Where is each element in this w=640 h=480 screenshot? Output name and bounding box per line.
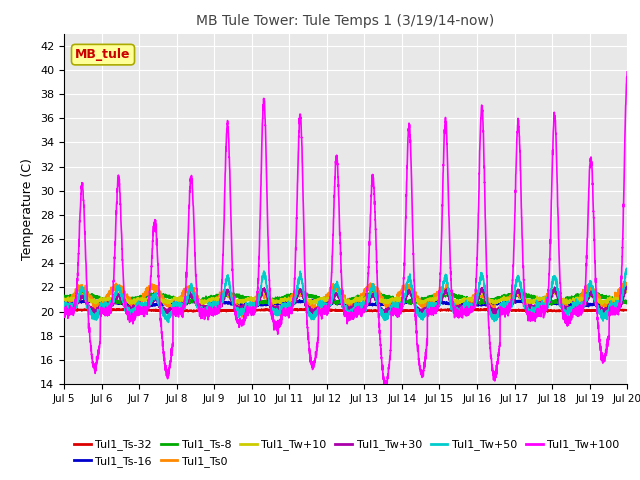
Tul1_Tw+100	[623, 69, 631, 75]
Line: Tul1_Tw+10: Tul1_Tw+10	[64, 288, 627, 304]
Tul1_Tw+50	[523, 307, 531, 313]
Tul1_Tw+30	[491, 311, 499, 317]
Tul1_Tw+30	[574, 299, 582, 305]
Tul1_Tw+30	[623, 284, 631, 289]
Line: Tul1_Ts-8: Tul1_Ts-8	[64, 291, 627, 305]
Tul1_Ts-8	[623, 300, 631, 305]
Tul1_Ts-32	[574, 308, 582, 314]
Tul1_Ts-16	[464, 302, 472, 308]
Tul1_Tw+10	[464, 297, 472, 302]
Tul1_Tw+50	[103, 303, 111, 309]
Tul1_Ts0	[623, 283, 631, 288]
Tul1_Ts-8	[60, 296, 68, 302]
Tul1_Tw+10	[230, 296, 237, 301]
Tul1_Ts-16	[523, 298, 531, 303]
Tul1_Ts-16	[623, 299, 631, 305]
Line: Tul1_Ts0: Tul1_Ts0	[64, 283, 627, 317]
Tul1_Ts-32	[230, 308, 237, 313]
Tul1_Tw+50	[464, 301, 472, 307]
Tul1_Ts-32	[383, 309, 390, 315]
Tul1_Ts-32	[464, 307, 472, 313]
Line: Tul1_Ts-32: Tul1_Ts-32	[64, 309, 627, 312]
Tul1_Ts-32	[103, 308, 111, 313]
Tul1_Tw+100	[464, 307, 472, 312]
Tul1_Tw+10	[623, 286, 631, 291]
Tul1_Tw+30	[230, 301, 237, 307]
Tul1_Ts-8	[103, 296, 111, 302]
Line: Tul1_Tw+50: Tul1_Tw+50	[64, 268, 627, 323]
Tul1_Ts-16	[103, 300, 111, 305]
Line: Tul1_Tw+100: Tul1_Tw+100	[64, 72, 627, 384]
Tul1_Ts0	[464, 301, 472, 307]
Tul1_Tw+50	[164, 320, 172, 325]
Legend: Tul1_Ts-32, Tul1_Ts-16, Tul1_Ts-8, Tul1_Ts0, Tul1_Tw+10, Tul1_Tw+30, Tul1_Tw+50,: Tul1_Ts-32, Tul1_Ts-16, Tul1_Ts-8, Tul1_…	[70, 435, 624, 471]
Tul1_Tw+10	[307, 301, 315, 307]
Tul1_Ts-8	[464, 296, 472, 302]
Tul1_Ts-32	[60, 308, 68, 313]
Tul1_Tw+10	[523, 300, 531, 306]
Tul1_Tw+50	[209, 305, 217, 311]
Tul1_Tw+100	[103, 305, 111, 311]
Tul1_Ts-8	[230, 293, 237, 299]
Tul1_Ts-8	[209, 293, 217, 299]
Tul1_Tw+100	[574, 310, 582, 315]
Tul1_Tw+10	[209, 297, 217, 303]
Tul1_Tw+50	[574, 306, 582, 312]
Tul1_Ts-32	[623, 307, 631, 313]
Tul1_Tw+50	[623, 268, 631, 274]
Line: Tul1_Ts-16: Tul1_Ts-16	[64, 300, 627, 307]
Tul1_Ts-16	[60, 299, 68, 305]
Tul1_Ts-16	[230, 301, 237, 307]
Tul1_Tw+30	[209, 302, 217, 308]
Tul1_Ts0	[574, 295, 582, 300]
Tul1_Tw+100	[209, 311, 217, 317]
Text: MB_tule: MB_tule	[76, 48, 131, 61]
Tul1_Ts0	[622, 280, 630, 286]
Tul1_Tw+30	[464, 302, 472, 308]
Tul1_Ts-16	[574, 302, 582, 308]
Tul1_Ts-8	[548, 302, 556, 308]
Tul1_Ts-32	[523, 308, 531, 313]
Tul1_Ts0	[230, 295, 237, 301]
Tul1_Tw+30	[523, 305, 531, 311]
Y-axis label: Temperature (C): Temperature (C)	[22, 158, 35, 260]
Tul1_Ts0	[523, 300, 531, 306]
Title: MB Tule Tower: Tule Temps 1 (3/19/14-now): MB Tule Tower: Tule Temps 1 (3/19/14-now…	[196, 14, 495, 28]
Tul1_Ts-8	[369, 288, 376, 294]
Tul1_Tw+100	[523, 309, 531, 314]
Tul1_Ts0	[60, 304, 68, 310]
Tul1_Tw+10	[574, 296, 582, 301]
Tul1_Tw+10	[60, 298, 68, 303]
Tul1_Tw+100	[380, 381, 388, 387]
Tul1_Tw+50	[623, 265, 630, 271]
Tul1_Ts0	[103, 292, 111, 298]
Tul1_Tw+30	[103, 303, 111, 309]
Tul1_Ts-16	[308, 297, 316, 302]
Tul1_Tw+50	[60, 301, 68, 307]
Tul1_Ts-32	[209, 308, 217, 314]
Tul1_Tw+30	[623, 284, 631, 289]
Tul1_Ts0	[238, 314, 246, 320]
Tul1_Tw+100	[230, 288, 237, 294]
Tul1_Ts-8	[523, 293, 531, 299]
Tul1_Tw+100	[60, 311, 68, 317]
Tul1_Tw+50	[230, 300, 237, 305]
Tul1_Ts-8	[574, 294, 582, 300]
Tul1_Ts-32	[85, 306, 93, 312]
Tul1_Ts0	[209, 302, 217, 308]
Tul1_Tw+30	[60, 304, 68, 310]
Line: Tul1_Tw+30: Tul1_Tw+30	[64, 287, 627, 314]
Tul1_Ts-16	[584, 304, 592, 310]
Tul1_Tw+10	[103, 296, 111, 302]
Tul1_Ts-16	[209, 298, 217, 304]
